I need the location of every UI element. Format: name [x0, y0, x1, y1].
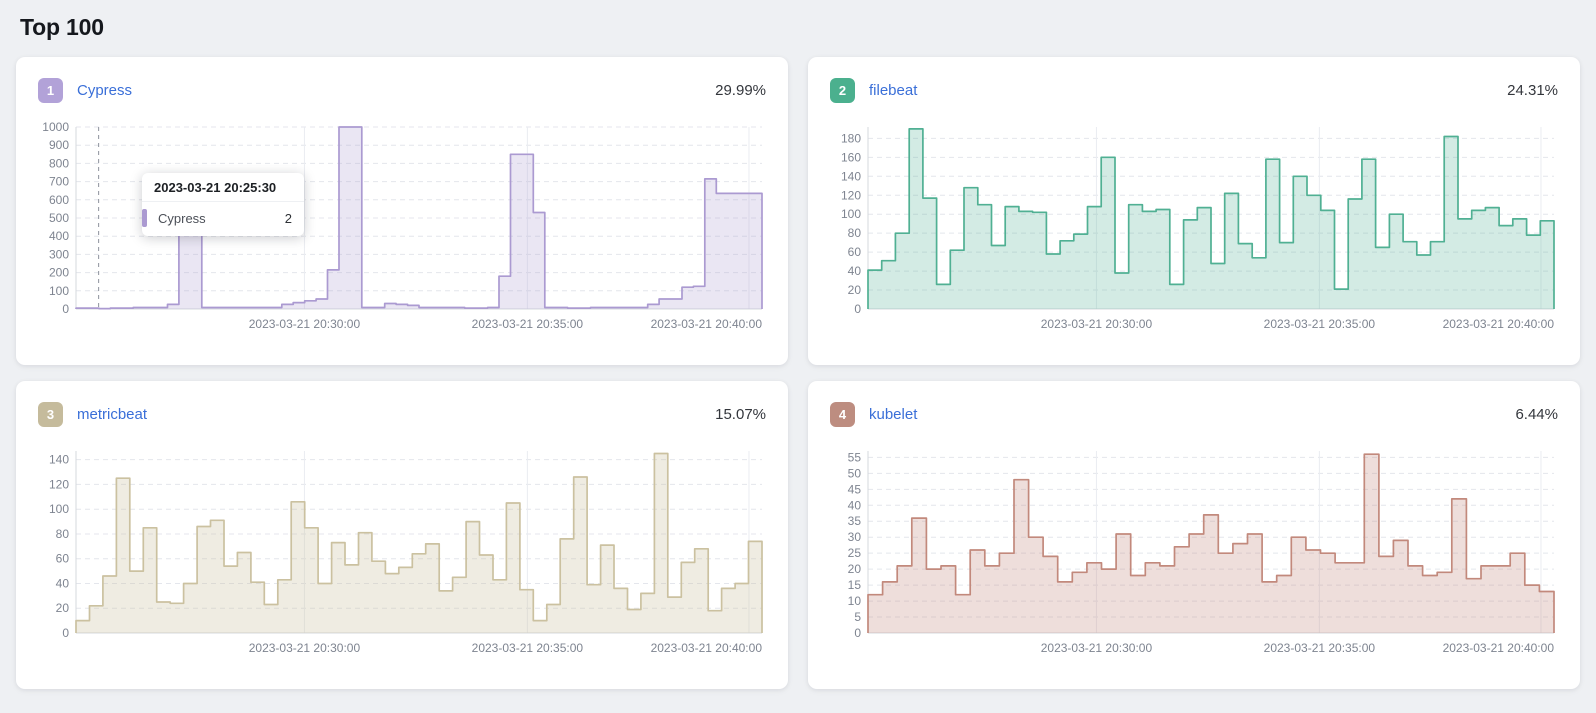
x-tick-label: 2023-03-21 20:30:00 — [249, 641, 361, 655]
x-tick-label: 2023-03-21 20:35:00 — [1264, 317, 1376, 331]
y-tick-label: 100 — [841, 207, 861, 221]
x-tick-label: 2023-03-21 20:40:00 — [1443, 641, 1555, 655]
metric-card: 4 kubelet 6.44% 0 5 10 15 20 25 30 35 40 45 50 55 20… — [808, 381, 1580, 689]
y-tick-label: 55 — [848, 450, 862, 464]
y-tick-label: 500 — [49, 211, 69, 225]
dashboard: Top 100 1 Cypress 29.99% 0 100 200 300 400 50… — [16, 14, 1580, 689]
y-tick-label: 0 — [854, 302, 861, 316]
rank-badge: 4 — [830, 401, 855, 427]
y-tick-label: 600 — [49, 193, 69, 207]
y-tick-label: 40 — [56, 576, 70, 590]
y-tick-label: 120 — [49, 477, 69, 491]
card-header: 2 filebeat 24.31% — [830, 75, 1558, 105]
y-tick-label: 15 — [848, 578, 862, 592]
rank-badge: 2 — [830, 77, 855, 103]
x-tick-label: 2023-03-21 20:40:00 — [651, 641, 763, 655]
y-tick-label: 400 — [49, 229, 69, 243]
y-tick-label: 300 — [49, 247, 69, 261]
card-header: 4 kubelet 6.44% — [830, 399, 1558, 429]
series-link[interactable]: filebeat — [869, 81, 918, 99]
y-tick-label: 60 — [56, 552, 70, 566]
x-tick-label: 2023-03-21 20:30:00 — [1041, 317, 1153, 331]
series-area — [76, 127, 762, 309]
metric-card: 1 Cypress 29.99% 0 100 200 300 400 500 600 700 8… — [16, 57, 788, 365]
x-tick-label: 2023-03-21 20:35:00 — [472, 641, 584, 655]
rank-badge: 3 — [38, 401, 63, 427]
percent-value: 15.07% — [715, 405, 766, 423]
chart[interactable]: 0 20 40 60 80 100 120 140 160 180 2023-03-21 20:30… — [830, 111, 1558, 344]
series-line — [867, 453, 1555, 633]
y-tick-label: 40 — [848, 264, 862, 278]
y-tick-label: 20 — [56, 601, 70, 615]
tooltip-series-name: Cypress — [158, 210, 206, 226]
y-tick-label: 180 — [841, 131, 861, 145]
y-tick-label: 80 — [848, 226, 862, 240]
chart-canvas: 0 5 10 15 20 25 30 35 40 45 50 55 2023-03-21 20:30:0… — [848, 450, 1555, 655]
card-header: 1 Cypress 29.99% — [38, 75, 766, 105]
y-tick-label: 160 — [841, 150, 861, 164]
series-area — [76, 453, 762, 633]
y-tick-label: 900 — [49, 138, 69, 152]
y-tick-label: 800 — [49, 156, 69, 170]
y-tick-label: 30 — [848, 530, 862, 544]
percent-value: 29.99% — [715, 81, 766, 99]
y-tick-label: 50 — [848, 466, 862, 480]
series-link[interactable]: Cypress — [77, 81, 133, 99]
series-line — [75, 452, 763, 633]
rank-badge: 1 — [38, 77, 63, 103]
x-tick-label: 2023-03-21 20:40:00 — [1443, 317, 1555, 331]
chart-canvas: 0 100 200 300 400 500 600 700 800 900 1000 2023-03-… — [42, 120, 763, 331]
y-tick-label: 200 — [49, 266, 69, 280]
y-tick-label: 140 — [49, 453, 69, 467]
y-tick-label: 0 — [854, 626, 861, 640]
series-line — [867, 128, 1555, 309]
y-tick-label: 45 — [848, 482, 862, 496]
tooltip-timestamp: 2023-03-21 20:25:30 — [142, 173, 304, 202]
y-tick-label: 0 — [62, 626, 69, 640]
tooltip-row: Cypress 2 — [142, 202, 304, 236]
x-tick-label: 2023-03-21 20:40:00 — [651, 317, 763, 331]
series-link[interactable]: kubelet — [869, 405, 918, 423]
y-tick-label: 80 — [56, 527, 70, 541]
y-tick-label: 25 — [848, 546, 862, 560]
x-tick-label: 2023-03-21 20:35:00 — [1264, 641, 1376, 655]
series-area — [868, 454, 1554, 633]
y-tick-label: 1000 — [42, 120, 69, 134]
chart[interactable]: 0 100 200 300 400 500 600 700 800 900 1000 2023-03-… — [38, 111, 766, 344]
y-tick-label: 35 — [848, 514, 862, 528]
series-link[interactable]: metricbeat — [77, 405, 148, 423]
page-title: Top 100 — [20, 14, 104, 40]
chart[interactable]: 0 20 40 60 80 100 120 140 2023-03-21 20:30:00 202… — [38, 435, 766, 668]
y-tick-label: 100 — [49, 284, 69, 298]
chart-canvas: 0 20 40 60 80 100 120 140 160 180 2023-03-21 20:30… — [841, 127, 1555, 331]
chart-canvas: 0 20 40 60 80 100 120 140 2023-03-21 20:30:00 202… — [49, 451, 763, 655]
y-tick-label: 20 — [848, 283, 862, 297]
tooltip-series-value: 2 — [284, 210, 292, 226]
y-tick-label: 100 — [49, 502, 69, 516]
y-tick-label: 20 — [848, 562, 862, 576]
y-tick-label: 140 — [841, 169, 861, 183]
y-tick-label: 60 — [848, 245, 862, 259]
series-marker-icon — [142, 209, 147, 227]
x-tick-label: 2023-03-21 20:30:00 — [1041, 641, 1153, 655]
y-tick-label: 120 — [841, 188, 861, 202]
x-tick-label: 2023-03-21 20:30:00 — [249, 317, 361, 331]
percent-value: 24.31% — [1507, 81, 1558, 99]
y-tick-label: 5 — [854, 610, 861, 624]
y-tick-label: 700 — [49, 175, 69, 189]
cards-grid: 1 Cypress 29.99% 0 100 200 300 400 500 600 700 8… — [16, 57, 1580, 689]
x-tick-label: 2023-03-21 20:35:00 — [472, 317, 584, 331]
y-tick-label: 0 — [62, 302, 69, 316]
y-tick-label: 40 — [848, 498, 862, 512]
percent-value: 6.44% — [1515, 405, 1558, 423]
chart[interactable]: 0 5 10 15 20 25 30 35 40 45 50 55 2023-03-21 20:30:0… — [830, 435, 1558, 668]
y-tick-label: 10 — [848, 594, 862, 608]
metric-card: 2 filebeat 24.31% 0 20 40 60 80 100 120 140 160 1… — [808, 57, 1580, 365]
card-header: 3 metricbeat 15.07% — [38, 399, 766, 429]
chart-tooltip: 2023-03-21 20:25:30 Cypress 2 — [142, 173, 304, 236]
metric-card: 3 metricbeat 15.07% 0 20 40 60 80 100 120 140 20… — [16, 381, 788, 689]
